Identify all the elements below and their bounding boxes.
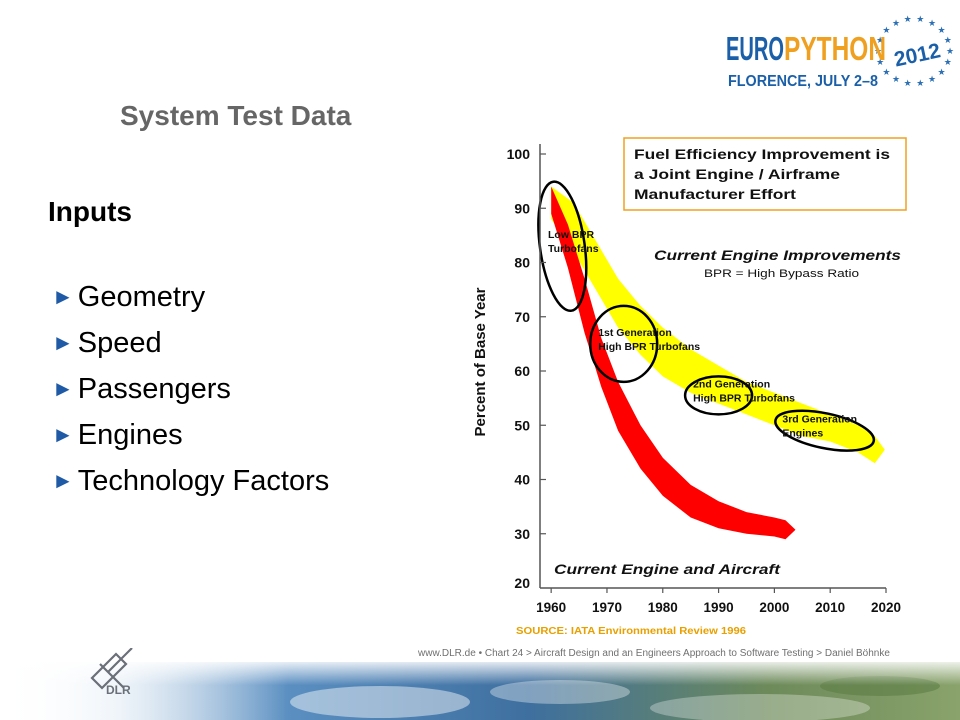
bullet-arrow-icon: ►	[52, 330, 74, 355]
chart-source: SOURCE: IATA Environmental Review 1996	[516, 625, 746, 637]
x-tick-label: 2010	[815, 600, 845, 615]
y-ticks: 100 90 80 70 60 50 40 30 20	[507, 146, 546, 591]
chart-areas	[551, 186, 885, 540]
logo-star-icon: ★	[916, 78, 924, 88]
series-label-yellow: Current Engine Improvements	[654, 248, 902, 263]
bullet-item-engines: ► Engines	[52, 414, 329, 460]
logo-star-icon: ★	[882, 25, 890, 35]
slide-title: System Test Data	[120, 100, 352, 131]
y-tick-label: 60	[514, 363, 530, 379]
fuel-efficiency-chart: 100 90 80 70 60 50 40 30 20 1960 1970 1980 1990 2000…	[472, 137, 907, 637]
logo-subtitle: FLORENCE, JULY 2–8	[728, 73, 878, 90]
annotation-label: High BPR Turbofans	[693, 392, 795, 404]
bullet-text: Passengers	[77, 373, 231, 405]
logo-name-part1: EURO	[726, 30, 784, 67]
logo-star-icon: ★	[904, 78, 912, 88]
logo-star-icon: ★	[892, 18, 900, 28]
bullet-list: ► Geometry ► Speed ► Passengers ► Engines ► T…	[52, 276, 329, 506]
annotation-label: 2nd Generation	[693, 378, 770, 390]
series-band-0	[551, 186, 885, 464]
bullet-text: Geometry	[77, 281, 206, 313]
logo-star-icon: ★	[928, 18, 936, 28]
annotation-labels: Low BPR Turbofans 1st Generation High BPR T…	[548, 229, 857, 439]
dlr-logo-mark-icon	[90, 648, 133, 690]
logo-star-icon: ★	[938, 67, 946, 77]
earth-image-band	[0, 662, 960, 720]
y-axis-label: Percent of Base Year	[472, 287, 489, 436]
annotation-label: High BPR Turbofans	[598, 341, 700, 353]
y-tick-label: 50	[514, 417, 530, 433]
callout-border	[623, 137, 907, 211]
bullet-arrow-icon: ►	[52, 422, 74, 447]
series-band-1	[551, 186, 796, 540]
europython-logo: ★★★★★★★★★★★★★ ★ ★ ★★★ EURO PYTHON 2012 FLOR…	[726, 14, 954, 90]
logo-star-icon: ★	[944, 57, 952, 67]
logo-star-icon: ★	[882, 67, 890, 77]
bullet-item-geometry: ► Geometry	[52, 276, 329, 322]
series-label-red: Current Engine and Aircraft	[554, 561, 782, 577]
y-tick-label: 100	[507, 146, 531, 162]
dlr-logo: DLR	[90, 648, 133, 697]
series-sublabel-yellow: BPR = High Bypass Ratio	[704, 268, 859, 280]
callout-line-2: a Joint Engine / Airframe	[634, 167, 841, 182]
annotation-label: Low BPR	[548, 229, 594, 241]
annotation-label: Engines	[782, 428, 823, 440]
x-ticks: 1960 1970 1980 1990 2000 2010 2020	[536, 588, 901, 615]
y-tick-label: 40	[514, 472, 530, 488]
logo-star-icon: ★	[944, 35, 952, 45]
x-tick-label: 1960	[536, 600, 566, 615]
chart-axes	[539, 144, 886, 589]
section-heading: Inputs	[48, 196, 132, 227]
x-tick-label: 1980	[648, 600, 678, 615]
y-tick-label: 90	[514, 200, 530, 216]
x-tick-label: 2000	[759, 600, 789, 615]
annotation-label: 1st Generation	[598, 327, 672, 339]
logo-star-icon: ★	[946, 46, 954, 56]
bullet-arrow-icon: ►	[52, 376, 74, 401]
bullet-text: Engines	[77, 419, 183, 451]
bullet-arrow-icon: ►	[52, 468, 74, 493]
bullet-arrow-icon: ►	[52, 284, 74, 309]
x-tick-label: 1990	[704, 600, 734, 615]
x-tick-label: 2020	[871, 600, 901, 615]
bullet-text: Speed	[77, 327, 162, 359]
annotation-ellipse	[774, 409, 876, 452]
annotation-label: 3rd Generation	[782, 414, 857, 426]
logo-name-part2: PYTHON	[784, 30, 886, 67]
bullet-item-technology-factors: ► Technology Factors	[52, 460, 329, 506]
bullet-item-passengers: ► Passengers	[52, 368, 329, 414]
logo-star-icon: ★	[928, 74, 936, 84]
y-tick-label: 70	[514, 309, 530, 325]
logo-year: 2012	[892, 39, 942, 71]
annotation-ellipse	[683, 375, 754, 416]
bullet-item-speed: ► Speed	[52, 322, 329, 368]
series-label-group: Current Engine Improvements BPR = High B…	[554, 248, 902, 577]
logo-star-icon: ★	[892, 74, 900, 84]
y-tick-label: 30	[514, 526, 530, 542]
callout-box: Fuel Efficiency Improvement is a Joint E…	[623, 137, 907, 211]
dlr-logo-label: DLR	[106, 683, 131, 697]
callout-line-1: Fuel Efficiency Improvement is	[634, 147, 890, 162]
y-tick-label: 80	[514, 255, 530, 271]
annotation-label: Turbofans	[548, 243, 599, 255]
y-tick-label: 20	[514, 575, 530, 591]
logo-star-icon: ★	[916, 14, 924, 24]
footer-text: www.DLR.de • Chart 24 > Aircraft Design …	[418, 648, 890, 659]
logo-star-icon: ★	[876, 57, 884, 67]
x-tick-label: 1970	[592, 600, 622, 615]
chart-ellipses	[537, 180, 876, 452]
callout-line-3: Manufacturer Effort	[634, 187, 797, 202]
logo-stars: ★★★★★★★★★★★★★ ★ ★ ★★★	[874, 14, 954, 88]
logo-star-icon: ★	[904, 14, 912, 24]
bullet-text: Technology Factors	[77, 465, 330, 497]
logo-star-icon: ★	[876, 35, 884, 45]
logo-star-icon: ★	[938, 25, 946, 35]
annotation-ellipse	[588, 304, 659, 384]
logo-star-icon: ★	[874, 46, 882, 56]
